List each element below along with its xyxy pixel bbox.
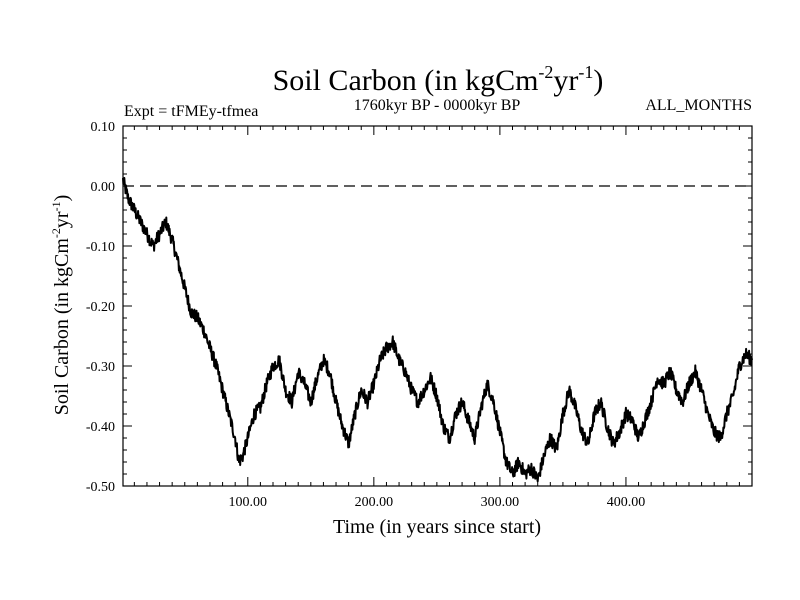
y-tick-label: 0.00: [91, 180, 116, 195]
x-tick-label: 400.00: [607, 495, 646, 510]
y-tick-label: -0.10: [86, 240, 115, 255]
y-tick-label: -0.40: [86, 420, 115, 435]
series-line-soil-carbon: [122, 177, 753, 483]
x-tick-label: 200.00: [355, 495, 394, 510]
months-label: ALL_MONTHS: [645, 97, 752, 114]
y-tick-label: -0.50: [86, 480, 115, 495]
plot-frame: [122, 125, 753, 487]
y-axis-label: Soil Carbon (in kgCm-2yr-1): [49, 195, 73, 416]
x-axis-label: Time (in years since start): [333, 516, 541, 538]
x-tick-label: 300.00: [481, 495, 520, 510]
y-tick-label: -0.20: [86, 300, 115, 315]
x-tick-labels: 100.00 200.00 300.00 400.00: [229, 495, 646, 510]
chart-title: Soil Carbon (in kgCm-2yr-1): [273, 62, 604, 97]
y-tick-label: 0.10: [91, 120, 116, 135]
y-tick-label: -0.30: [86, 360, 115, 375]
chart-subtitle: 1760kyr BP - 0000kyr BP: [354, 97, 521, 114]
y-tick-labels: 0.10 0.00 -0.10 -0.20 -0.30 -0.40 -0.50: [86, 120, 115, 495]
expt-label: Expt = tFMEy-tfmea: [124, 103, 258, 120]
x-tick-label: 100.00: [229, 495, 268, 510]
